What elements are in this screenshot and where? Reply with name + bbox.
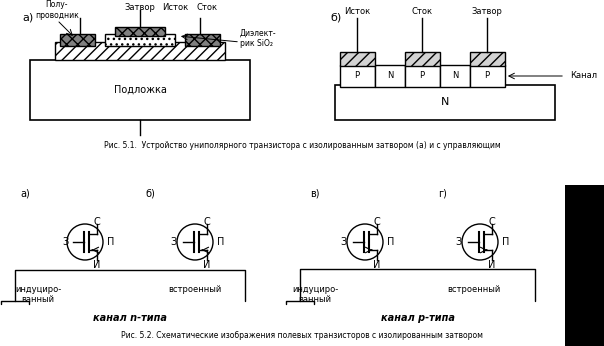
Text: Полу-
проводник: Полу- проводник — [35, 0, 79, 20]
Bar — [30, 60, 250, 120]
Text: встроенный: встроенный — [447, 285, 500, 294]
Text: И: И — [204, 260, 211, 270]
Text: N: N — [387, 72, 393, 81]
Text: Затвор: Затвор — [472, 8, 503, 17]
Text: индуциро-
ванный: индуциро- ванный — [15, 285, 61, 304]
Text: б): б) — [145, 188, 155, 198]
Text: Исток: Исток — [344, 8, 370, 17]
Text: Исток: Исток — [162, 3, 188, 12]
Text: П: П — [387, 237, 394, 247]
Text: г): г) — [438, 188, 447, 198]
Text: индуциро-
ванный: индуциро- ванный — [292, 285, 338, 304]
Bar — [375, 65, 405, 87]
Text: И: И — [373, 260, 381, 270]
Text: встроенный: встроенный — [168, 285, 221, 294]
Text: С: С — [204, 217, 210, 227]
Text: З: З — [340, 237, 346, 247]
Text: З: З — [62, 237, 68, 247]
Bar — [115, 27, 165, 36]
Text: P: P — [419, 72, 425, 81]
Text: З: З — [170, 237, 176, 247]
Text: С: С — [374, 217, 381, 227]
Text: И: И — [488, 260, 496, 270]
Text: П: П — [217, 237, 224, 247]
Bar — [335, 85, 555, 120]
Text: И: И — [93, 260, 101, 270]
Bar — [185, 34, 220, 46]
Text: P: P — [355, 72, 359, 81]
Text: Диэлект-
рик SiO₂: Диэлект- рик SiO₂ — [240, 28, 277, 48]
Bar — [440, 65, 470, 87]
Text: З: З — [455, 237, 461, 247]
Text: P: P — [484, 72, 490, 81]
Text: канал n-типа: канал n-типа — [93, 313, 167, 323]
Text: П: П — [107, 237, 114, 247]
Bar — [405, 52, 440, 66]
Text: а): а) — [20, 188, 30, 198]
Text: Сток: Сток — [196, 3, 217, 12]
Bar — [405, 65, 440, 87]
Text: канал p-типа: канал p-типа — [381, 313, 455, 323]
Text: N: N — [452, 72, 458, 81]
Bar — [340, 52, 375, 66]
Text: Рис. 5.1.  Устройство униполярного транзистора с изолированным затвором (а) и с : Рис. 5.1. Устройство униполярного транзи… — [104, 140, 500, 149]
Text: Подложка: Подложка — [114, 85, 167, 95]
Text: N: N — [441, 97, 449, 107]
Bar — [470, 52, 505, 66]
Text: Канал: Канал — [570, 72, 597, 81]
Text: в): в) — [310, 188, 320, 198]
Bar — [105, 34, 175, 46]
Text: б): б) — [330, 12, 341, 22]
Text: П: П — [502, 237, 509, 247]
Bar — [470, 65, 505, 87]
Text: С: С — [489, 217, 495, 227]
Bar — [55, 42, 225, 60]
Bar — [60, 34, 95, 46]
Text: С: С — [94, 217, 100, 227]
Bar — [340, 65, 375, 87]
Text: а): а) — [22, 12, 33, 22]
Text: Затвор: Затвор — [124, 3, 155, 12]
Text: Сток: Сток — [411, 8, 432, 17]
Text: Рис. 5.2. Схематические изображения полевых транзисторов с изолированным затворо: Рис. 5.2. Схематические изображения поле… — [121, 331, 483, 340]
Bar — [565, 185, 604, 346]
